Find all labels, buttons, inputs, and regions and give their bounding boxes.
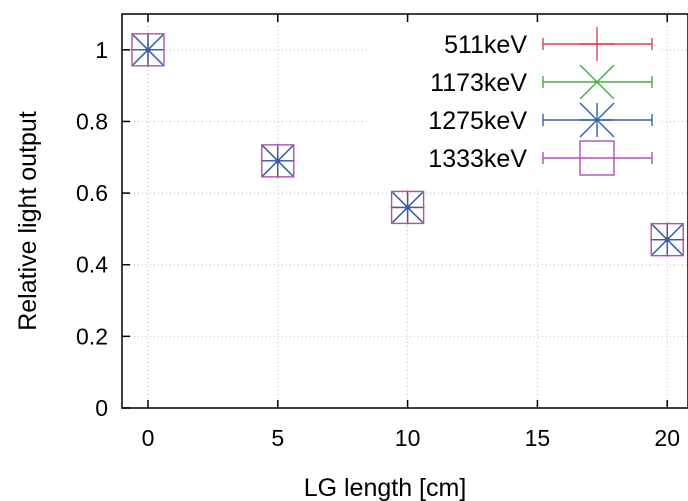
y-tick-label: 0 [95,395,108,421]
x-tick-label: 10 [395,425,421,451]
y-tick-label: 0.4 [76,252,108,278]
y-tick-label: 0.6 [76,180,108,206]
marker-stroke [390,190,425,225]
legend: 511keV 1173keV 1275keV 1333keV [370,22,660,188]
legend-label: 1275keV [428,107,527,135]
legend-marker-star [579,102,615,138]
data-point-center [664,237,670,243]
legend-marker-cross [579,64,615,100]
marker-stroke [579,102,615,138]
legend-marker-square [579,140,615,176]
x-tick-label: 15 [525,425,551,451]
data-points [130,32,685,257]
data-point-center [404,204,411,211]
legend-marker-plus [580,27,614,61]
data-point-square [131,33,165,67]
tick-labels: 0 5 10 15 20 0 0.2 0.4 0.6 0.8 1 [76,37,680,451]
legend-label: 1333keV [428,145,527,173]
legend-label: 1173keV [430,69,527,97]
x-tick-label: 20 [654,425,680,451]
x-tick-label: 0 [142,425,155,451]
marker-stroke [261,144,295,178]
data-point-center [145,47,151,53]
data-point-square [650,222,684,257]
marker-stroke [579,64,615,100]
marker-stroke [650,222,684,257]
ticks [122,14,668,409]
data-point-square [390,190,425,225]
x-axis-label: LG length [cm] [304,474,467,501]
data-point-square [261,144,295,178]
marker-stroke [131,33,165,67]
y-tick-label: 0.2 [76,323,108,349]
y-tick-label: 1 [95,37,108,63]
data-point-center [275,158,281,164]
y-tick-label: 0.8 [76,108,108,134]
x-tick-label: 5 [271,425,284,451]
y-axis-label: Relative light output [14,111,42,331]
legend-label: 511keV [444,31,527,59]
marker-stroke [579,140,615,176]
plot-frame [121,13,688,409]
